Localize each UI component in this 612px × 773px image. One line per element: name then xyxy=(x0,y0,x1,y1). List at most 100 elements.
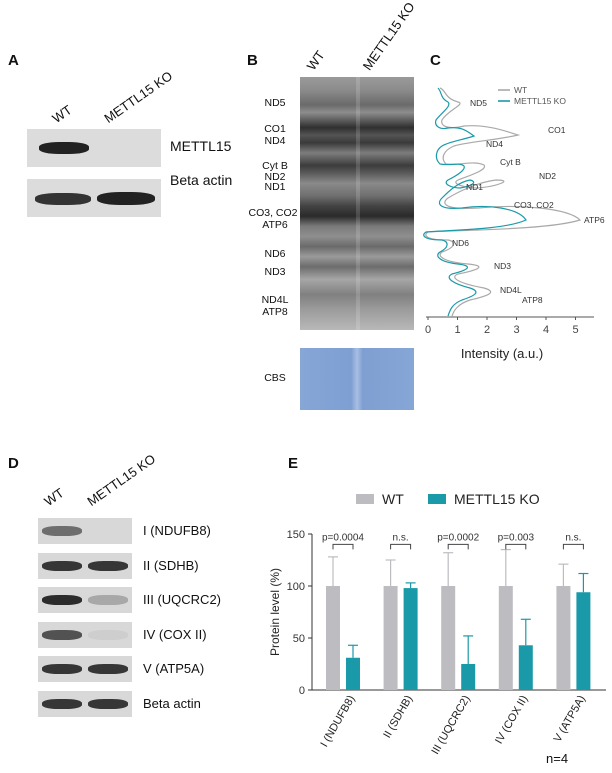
profile-wt xyxy=(425,87,582,317)
band-wt xyxy=(42,698,82,709)
panel-b-cbs-label: CBS xyxy=(264,372,286,384)
panel-a-letter: A xyxy=(8,52,19,69)
panel-b-band-nd1: ND1 xyxy=(264,181,286,193)
significance-bracket xyxy=(390,543,412,550)
significance-bracket xyxy=(562,543,584,550)
profile-ko xyxy=(423,87,527,317)
peak-label-atp8: ATP8 xyxy=(522,295,543,305)
x-tick-4: 4 xyxy=(543,324,549,336)
peak-label-cytb: Cyt B xyxy=(500,157,521,167)
y-tick-label: 0 xyxy=(299,685,305,697)
band-wt xyxy=(42,526,82,536)
panel-d-blot-label: I (NDUFB8) xyxy=(143,523,211,538)
bar-ko xyxy=(461,664,476,690)
peak-labels: ND5 CO1 ND4 Cyt B ND2 ND1 CO3, CO2 ATP6 … xyxy=(452,98,605,305)
category-label: III (UQCRC2) xyxy=(429,694,472,757)
panel-a-lane-wt: WT xyxy=(49,102,75,126)
peak-label-nd2: ND2 xyxy=(539,171,556,181)
panel-d-letter: D xyxy=(8,455,19,472)
band-ko xyxy=(88,698,128,709)
panel-e-bar-chart: WT METTL15 KO 0 50 100 150 Protein level (%) p=… xyxy=(268,491,606,757)
bar-wt xyxy=(326,586,340,690)
category-label: II (SDHB) xyxy=(381,694,415,741)
panel-b-band-nd4l: ND4L xyxy=(261,294,289,306)
peak-label-co3-co2: CO3, CO2 xyxy=(514,200,554,210)
panel-d-blot-label: II (SDHB) xyxy=(143,557,199,573)
panel-d-blot xyxy=(38,656,132,682)
panel-d-blot-label: Beta actin xyxy=(143,695,201,711)
panel-d-blot-label: V (ATP5A) xyxy=(143,661,205,676)
panel-b-band-atp8: ATP8 xyxy=(262,306,288,318)
panel-b-band-co3-co2: CO3, CO2 xyxy=(248,207,298,219)
panel-b-band-co1: CO1 xyxy=(264,123,286,135)
panel-e-letter: E xyxy=(288,455,299,472)
band-ko xyxy=(88,595,128,605)
x-tick-2: 2 xyxy=(484,324,490,336)
y-tick-label: 100 xyxy=(287,581,305,593)
legend-wt-label: WT xyxy=(382,491,404,507)
panel-b-band-nd5: ND5 xyxy=(264,97,286,109)
panel-c-profile: WT METTL15 KO 0 1 2 3 4 5 Intensity (a.u… xyxy=(423,85,605,361)
panel-d-blot xyxy=(38,690,132,717)
legend-wt-swatch xyxy=(356,494,374,504)
panel-a-label-mettl15: METTL15 xyxy=(170,138,232,154)
panel-d-blot xyxy=(38,518,132,544)
peak-label-co1: CO1 xyxy=(548,125,566,135)
bar-wt xyxy=(383,586,398,690)
x-tick-1: 1 xyxy=(454,324,460,336)
band-ko xyxy=(88,629,128,640)
legend-wt-label: WT xyxy=(514,85,527,95)
significance-bracket xyxy=(505,543,527,550)
panel-d-blot xyxy=(38,621,132,648)
y-tick-label: 150 xyxy=(287,529,305,541)
panel-b-band-nd6: ND6 xyxy=(264,248,286,260)
panel-a-blot-actin xyxy=(27,179,161,217)
x-tick-3: 3 xyxy=(513,324,519,336)
band-ko xyxy=(97,192,155,205)
panel-b-cbs-stain xyxy=(300,348,414,410)
panel-d-blot xyxy=(38,552,132,579)
peak-label-atp6: ATP6 xyxy=(584,215,605,225)
bar-ko xyxy=(403,588,418,690)
bar-wt xyxy=(556,586,571,690)
peak-label-nd4l: ND4L xyxy=(500,285,522,295)
band-wt xyxy=(39,142,89,154)
significance-bracket xyxy=(332,543,354,550)
legend-ko-label: METTL15 KO xyxy=(514,96,566,106)
significance-label: n.s. xyxy=(565,532,581,543)
peak-label-nd3: ND3 xyxy=(494,261,511,271)
panel-c-letter: C xyxy=(430,52,441,69)
panel-b-lane-ko: METTL15 KO xyxy=(359,0,418,74)
panel-d-blot-label: III (UQCRC2) xyxy=(143,592,221,607)
bar-wt xyxy=(441,586,456,690)
bar-ko xyxy=(346,657,360,690)
band-wt xyxy=(35,193,91,205)
band-ko xyxy=(88,664,128,674)
panel-b-lane-wt: WT xyxy=(303,47,328,73)
peak-label-nd5: ND5 xyxy=(470,98,487,108)
panel-a-lane-ko: METTL15 KO xyxy=(101,68,176,126)
x-tick-0: 0 xyxy=(425,324,431,336)
panel-d-lane-ko: METTL15 KO xyxy=(84,451,159,509)
band-ko xyxy=(88,560,128,571)
panel-b-band-nd3: ND3 xyxy=(264,266,286,278)
significance-label: p=0.0004 xyxy=(322,532,364,543)
panel-d-blot xyxy=(38,587,132,613)
x-tick-5: 5 xyxy=(572,324,578,336)
legend-ko-label: METTL15 KO xyxy=(454,491,540,507)
significance-label: p=0.0002 xyxy=(437,532,479,543)
y-tick-label: 50 xyxy=(293,633,305,645)
peak-label-nd4: ND4 xyxy=(486,139,503,149)
bar-ko xyxy=(518,645,533,690)
band-wt xyxy=(42,560,82,571)
panel-b-band-nd4: ND4 xyxy=(264,135,286,147)
panel-d-blot-label: IV (COX II) xyxy=(143,626,207,642)
panel-a-label-actin: Beta actin xyxy=(170,172,233,188)
bar-wt xyxy=(498,586,513,690)
panel-d-lane-wt: WT xyxy=(41,485,67,509)
legend-ko-swatch xyxy=(428,494,446,504)
peak-label-nd6: ND6 xyxy=(452,238,469,248)
peak-label-nd1: ND1 xyxy=(466,182,483,192)
significance-bracket xyxy=(447,543,469,550)
band-wt xyxy=(42,629,82,640)
